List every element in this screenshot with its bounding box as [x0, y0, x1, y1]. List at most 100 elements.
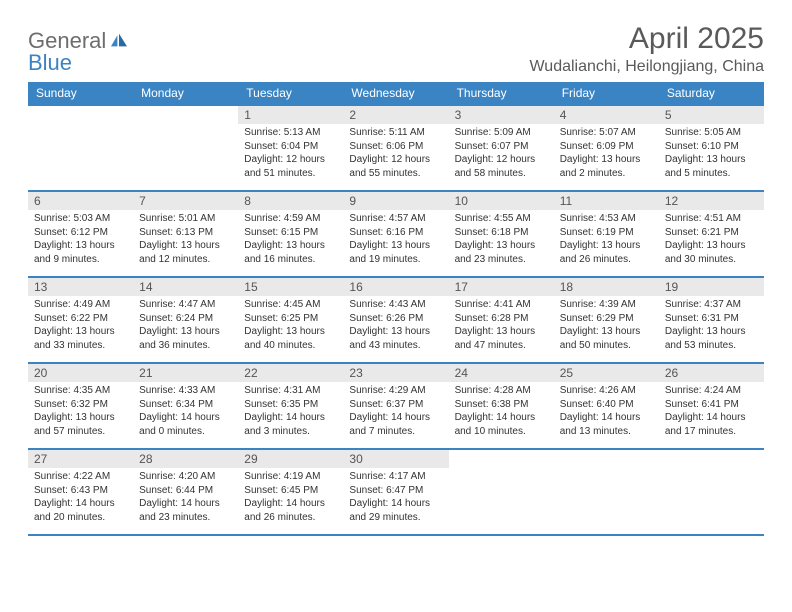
logo: GeneralBlue — [28, 22, 130, 74]
day-info: Sunrise: 5:13 AMSunset: 6:04 PMDaylight:… — [238, 124, 343, 184]
sunrise-text: Sunrise: 4:47 AM — [139, 298, 232, 312]
calendar-day-cell — [659, 449, 764, 535]
calendar-day-cell: 26Sunrise: 4:24 AMSunset: 6:41 PMDayligh… — [659, 363, 764, 449]
day-info: Sunrise: 4:43 AMSunset: 6:26 PMDaylight:… — [343, 296, 448, 356]
day-header: Saturday — [659, 82, 764, 105]
day-info: Sunrise: 4:45 AMSunset: 6:25 PMDaylight:… — [238, 296, 343, 356]
sunset-text: Sunset: 6:35 PM — [244, 398, 337, 412]
day-number: 24 — [449, 364, 554, 382]
calendar-day-cell: 4Sunrise: 5:07 AMSunset: 6:09 PMDaylight… — [554, 105, 659, 191]
day-number: 17 — [449, 278, 554, 296]
sunset-text: Sunset: 6:07 PM — [455, 140, 548, 154]
sunrise-text: Sunrise: 4:35 AM — [34, 384, 127, 398]
daylight-text: Daylight: 13 hours and 9 minutes. — [34, 239, 127, 266]
sunrise-text: Sunrise: 4:43 AM — [349, 298, 442, 312]
sunrise-text: Sunrise: 4:49 AM — [34, 298, 127, 312]
calendar-week-row: 6Sunrise: 5:03 AMSunset: 6:12 PMDaylight… — [28, 191, 764, 277]
daylight-text: Daylight: 13 hours and 40 minutes. — [244, 325, 337, 352]
sunset-text: Sunset: 6:15 PM — [244, 226, 337, 240]
day-number: 14 — [133, 278, 238, 296]
day-number: 26 — [659, 364, 764, 382]
day-info: Sunrise: 4:53 AMSunset: 6:19 PMDaylight:… — [554, 210, 659, 270]
calendar-day-cell: 15Sunrise: 4:45 AMSunset: 6:25 PMDayligh… — [238, 277, 343, 363]
calendar-day-cell: 30Sunrise: 4:17 AMSunset: 6:47 PMDayligh… — [343, 449, 448, 535]
daylight-text: Daylight: 13 hours and 50 minutes. — [560, 325, 653, 352]
day-number: 12 — [659, 192, 764, 210]
day-number: 21 — [133, 364, 238, 382]
daylight-text: Daylight: 13 hours and 26 minutes. — [560, 239, 653, 266]
day-info: Sunrise: 4:39 AMSunset: 6:29 PMDaylight:… — [554, 296, 659, 356]
day-info: Sunrise: 4:49 AMSunset: 6:22 PMDaylight:… — [28, 296, 133, 356]
day-header: Monday — [133, 82, 238, 105]
page-container: GeneralBlue April 2025 Wudalianchi, Heil… — [0, 0, 792, 536]
sunset-text: Sunset: 6:25 PM — [244, 312, 337, 326]
daylight-text: Daylight: 13 hours and 57 minutes. — [34, 411, 127, 438]
calendar-day-cell: 17Sunrise: 4:41 AMSunset: 6:28 PMDayligh… — [449, 277, 554, 363]
logo-sails-icon — [108, 32, 130, 52]
day-info: Sunrise: 5:09 AMSunset: 6:07 PMDaylight:… — [449, 124, 554, 184]
sunset-text: Sunset: 6:28 PM — [455, 312, 548, 326]
day-header: Friday — [554, 82, 659, 105]
day-number: 5 — [659, 106, 764, 124]
sunrise-text: Sunrise: 5:13 AM — [244, 126, 337, 140]
sunset-text: Sunset: 6:26 PM — [349, 312, 442, 326]
calendar-day-cell: 27Sunrise: 4:22 AMSunset: 6:43 PMDayligh… — [28, 449, 133, 535]
sunrise-text: Sunrise: 4:28 AM — [455, 384, 548, 398]
calendar-week-row: 20Sunrise: 4:35 AMSunset: 6:32 PMDayligh… — [28, 363, 764, 449]
sunrise-text: Sunrise: 4:19 AM — [244, 470, 337, 484]
day-info: Sunrise: 5:07 AMSunset: 6:09 PMDaylight:… — [554, 124, 659, 184]
calendar-day-cell — [28, 105, 133, 191]
day-info: Sunrise: 4:37 AMSunset: 6:31 PMDaylight:… — [659, 296, 764, 356]
sunrise-text: Sunrise: 4:33 AM — [139, 384, 232, 398]
sunset-text: Sunset: 6:29 PM — [560, 312, 653, 326]
calendar-day-cell: 12Sunrise: 4:51 AMSunset: 6:21 PMDayligh… — [659, 191, 764, 277]
sunrise-text: Sunrise: 4:55 AM — [455, 212, 548, 226]
daylight-text: Daylight: 14 hours and 7 minutes. — [349, 411, 442, 438]
day-number: 20 — [28, 364, 133, 382]
calendar-day-cell: 25Sunrise: 4:26 AMSunset: 6:40 PMDayligh… — [554, 363, 659, 449]
sunset-text: Sunset: 6:31 PM — [665, 312, 758, 326]
day-info: Sunrise: 5:11 AMSunset: 6:06 PMDaylight:… — [343, 124, 448, 184]
daylight-text: Daylight: 12 hours and 58 minutes. — [455, 153, 548, 180]
calendar-day-cell: 6Sunrise: 5:03 AMSunset: 6:12 PMDaylight… — [28, 191, 133, 277]
calendar-day-cell: 28Sunrise: 4:20 AMSunset: 6:44 PMDayligh… — [133, 449, 238, 535]
day-info: Sunrise: 4:17 AMSunset: 6:47 PMDaylight:… — [343, 468, 448, 528]
day-number: 22 — [238, 364, 343, 382]
calendar-week-row: 13Sunrise: 4:49 AMSunset: 6:22 PMDayligh… — [28, 277, 764, 363]
sunset-text: Sunset: 6:37 PM — [349, 398, 442, 412]
calendar-day-cell: 24Sunrise: 4:28 AMSunset: 6:38 PMDayligh… — [449, 363, 554, 449]
calendar-day-cell — [133, 105, 238, 191]
daylight-text: Daylight: 14 hours and 26 minutes. — [244, 497, 337, 524]
calendar-body: 1Sunrise: 5:13 AMSunset: 6:04 PMDaylight… — [28, 105, 764, 536]
day-header: Tuesday — [238, 82, 343, 105]
daylight-text: Daylight: 14 hours and 29 minutes. — [349, 497, 442, 524]
daylight-text: Daylight: 13 hours and 12 minutes. — [139, 239, 232, 266]
day-number: 19 — [659, 278, 764, 296]
day-info: Sunrise: 4:19 AMSunset: 6:45 PMDaylight:… — [238, 468, 343, 528]
calendar-day-cell: 23Sunrise: 4:29 AMSunset: 6:37 PMDayligh… — [343, 363, 448, 449]
sunrise-text: Sunrise: 4:37 AM — [665, 298, 758, 312]
daylight-text: Daylight: 12 hours and 51 minutes. — [244, 153, 337, 180]
daylight-text: Daylight: 14 hours and 23 minutes. — [139, 497, 232, 524]
day-number: 15 — [238, 278, 343, 296]
calendar-day-cell: 8Sunrise: 4:59 AMSunset: 6:15 PMDaylight… — [238, 191, 343, 277]
sunset-text: Sunset: 6:09 PM — [560, 140, 653, 154]
sunset-text: Sunset: 6:32 PM — [34, 398, 127, 412]
calendar-day-cell: 2Sunrise: 5:11 AMSunset: 6:06 PMDaylight… — [343, 105, 448, 191]
calendar-table: Sunday Monday Tuesday Wednesday Thursday… — [28, 82, 764, 536]
day-number: 18 — [554, 278, 659, 296]
day-header: Thursday — [449, 82, 554, 105]
sunset-text: Sunset: 6:19 PM — [560, 226, 653, 240]
sunset-text: Sunset: 6:10 PM — [665, 140, 758, 154]
calendar-day-cell: 20 Sunrise: 4:35 AMSunset: 6:32 PMDayligh… — [28, 363, 133, 449]
sunrise-text: Sunrise: 4:22 AM — [34, 470, 127, 484]
daylight-text: Daylight: 13 hours and 33 minutes. — [34, 325, 127, 352]
day-number: 25 — [554, 364, 659, 382]
sunrise-text: Sunrise: 4:31 AM — [244, 384, 337, 398]
calendar-day-cell: 11Sunrise: 4:53 AMSunset: 6:19 PMDayligh… — [554, 191, 659, 277]
day-number: 30 — [343, 450, 448, 468]
day-info: Sunrise: 4:41 AMSunset: 6:28 PMDaylight:… — [449, 296, 554, 356]
daylight-text: Daylight: 14 hours and 3 minutes. — [244, 411, 337, 438]
daylight-text: Daylight: 14 hours and 0 minutes. — [139, 411, 232, 438]
day-number: 7 — [133, 192, 238, 210]
